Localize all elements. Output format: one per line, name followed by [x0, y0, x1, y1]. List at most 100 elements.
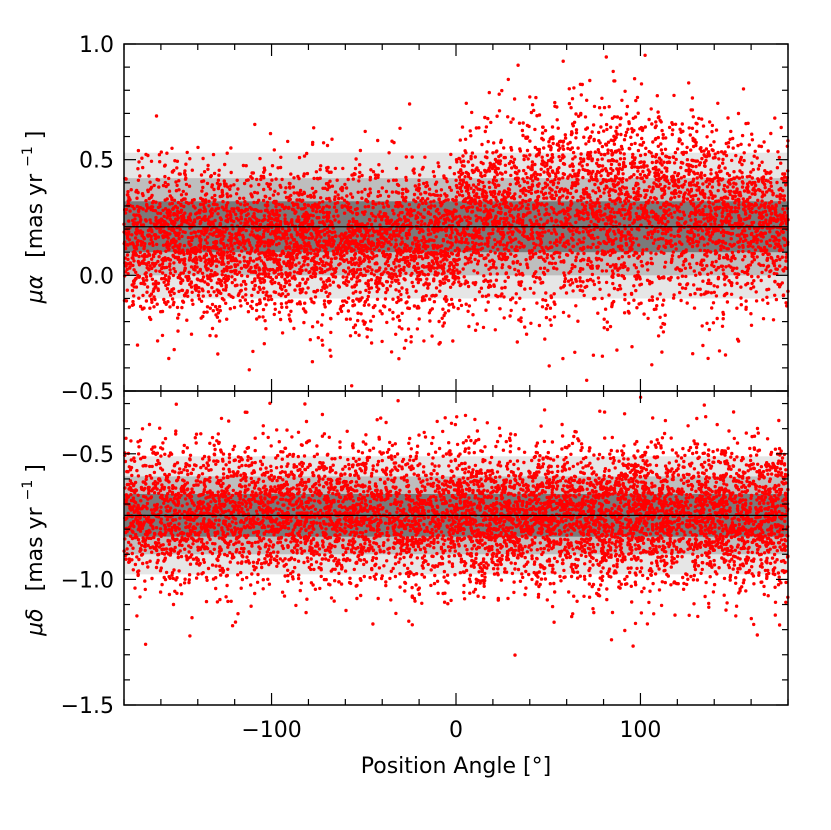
top-data-point: [709, 271, 713, 275]
top-data-point: [377, 287, 381, 291]
top-data-point: [730, 281, 734, 285]
top-data-point: [598, 241, 602, 246]
top-data-point: [353, 330, 358, 335]
top-data-point: [735, 306, 739, 310]
top-data-point: [279, 155, 283, 159]
top-data-point: [134, 231, 138, 235]
top-data-point: [626, 209, 631, 213]
top-data-point: [325, 143, 330, 148]
top-data-point: [679, 202, 683, 206]
top-data-point: [276, 192, 280, 196]
top-data-point: [725, 202, 730, 206]
top-data-point: [435, 252, 440, 256]
top-data-point: [752, 279, 756, 283]
top-data-point: [560, 202, 565, 206]
top-data-point: [162, 280, 166, 284]
top-data-point: [510, 245, 514, 249]
top-data-point: [403, 260, 408, 265]
top-data-point: [579, 284, 583, 288]
top-data-point: [613, 215, 617, 219]
top-data-point: [250, 293, 254, 298]
top-data-point: [440, 316, 444, 320]
top-data-point: [346, 266, 351, 270]
top-data-point: [725, 208, 729, 213]
top-data-point: [679, 176, 683, 180]
top-data-point: [162, 297, 166, 302]
top-data-point: [632, 263, 637, 267]
top-data-point: [423, 190, 427, 195]
top-data-point: [414, 199, 418, 204]
top-data-point: [349, 192, 353, 196]
top-data-point: [297, 261, 301, 265]
top-data-point: [557, 155, 561, 159]
top-data-point: [439, 280, 443, 285]
top-data-point: [659, 142, 663, 146]
top-data-point: [729, 216, 733, 220]
top-data-point: [473, 328, 478, 332]
top-data-point: [469, 157, 473, 161]
top-data-point: [332, 214, 336, 218]
top-data-point: [592, 282, 597, 287]
top-data-point: [481, 161, 485, 166]
top-data-point: [404, 271, 408, 275]
top-data-point: [505, 241, 510, 245]
top-data-point: [729, 129, 733, 134]
top-data-point: [273, 189, 277, 193]
top-data-point: [444, 233, 449, 238]
top-data-point: [627, 120, 631, 124]
top-data-point: [157, 153, 162, 157]
top-data-point: [532, 108, 536, 113]
top-data-point: [751, 255, 755, 259]
top-data-point: [704, 147, 709, 151]
top-data-point: [599, 174, 603, 178]
top-data-point: [255, 263, 259, 267]
top-data-point: [298, 300, 302, 304]
top-data-point: [189, 231, 193, 235]
top-data-point: [175, 166, 179, 170]
top-data-point: [452, 172, 457, 176]
top-data-point: [160, 262, 165, 266]
top-data-point: [711, 301, 716, 305]
top-data-point: [228, 194, 233, 198]
top-data-point: [695, 159, 700, 163]
top-data-point: [280, 227, 285, 231]
top-data-point: [474, 241, 478, 246]
top-data-point: [328, 348, 332, 352]
top-data-point: [315, 253, 319, 258]
top-data-point: [717, 164, 722, 168]
top-data-point: [523, 325, 527, 329]
top-data-point: [353, 166, 358, 171]
top-data-point: [644, 146, 648, 150]
top-data-point: [664, 175, 669, 179]
top-data-point: [166, 300, 170, 304]
top-data-point: [656, 229, 660, 234]
top-data-point: [720, 214, 725, 219]
top-data-point: [608, 159, 612, 163]
top-data-point: [655, 304, 659, 308]
top-data-point: [681, 210, 686, 214]
top-data-point: [748, 209, 753, 214]
top-data-point: [602, 105, 607, 110]
top-data-point: [376, 138, 380, 143]
top-data-point: [771, 318, 776, 322]
top-data-point: [322, 302, 327, 306]
top-data-point: [575, 284, 580, 289]
top-data-point: [518, 195, 522, 199]
top-data-point: [702, 243, 707, 247]
top-data-point: [340, 204, 344, 208]
top-data-point: [142, 306, 146, 310]
top-data-point: [650, 189, 654, 193]
top-data-point: [156, 205, 161, 210]
top-data-point: [322, 299, 327, 303]
top-data-point: [602, 129, 606, 133]
top-data-point: [683, 266, 688, 270]
top-data-point: [769, 176, 773, 180]
top-data-point: [765, 295, 769, 299]
top-data-point: [763, 169, 767, 173]
top-data-point: [239, 221, 243, 225]
top-data-point: [266, 229, 270, 233]
top-data-point: [360, 190, 364, 194]
top-data-point: [132, 294, 136, 298]
top-data-point: [350, 262, 354, 267]
top-data-point: [171, 303, 175, 307]
